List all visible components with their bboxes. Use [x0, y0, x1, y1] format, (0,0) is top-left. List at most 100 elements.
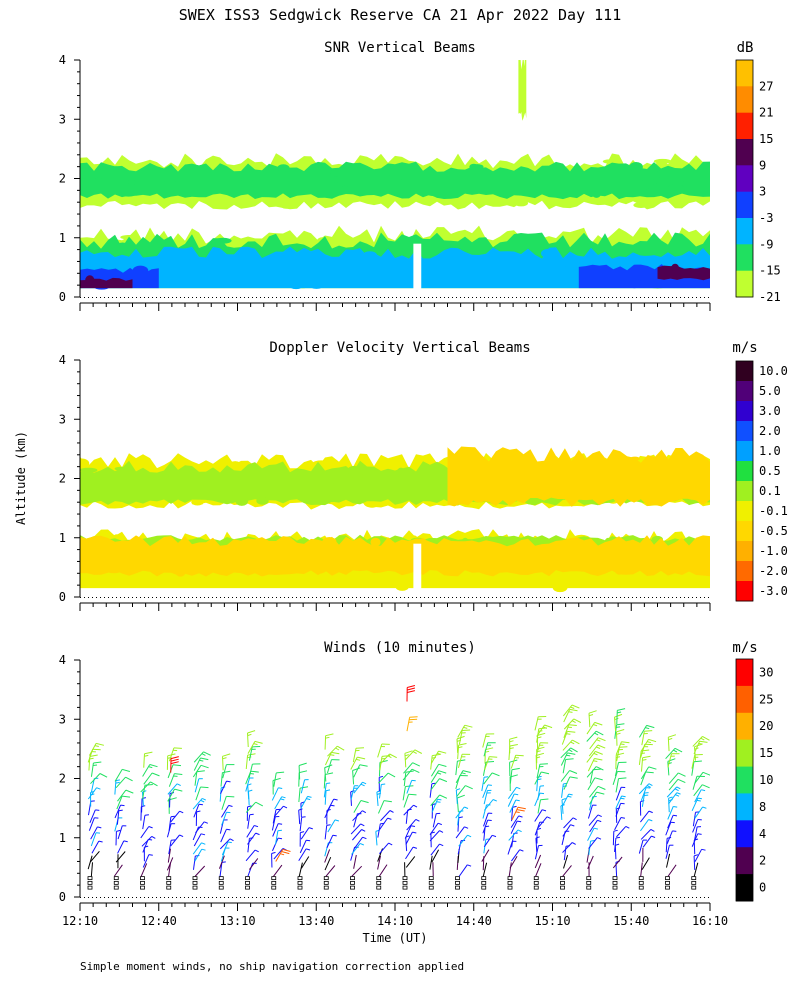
- calm-marker: [350, 880, 355, 885]
- footnote: Simple moment winds, no ship navigation …: [80, 960, 464, 973]
- calm-marker: [560, 885, 565, 890]
- doppler-speckle: [158, 555, 166, 565]
- doppler-speckle: [112, 556, 126, 565]
- barb-staff: [273, 805, 284, 818]
- barb-staff: [534, 771, 542, 785]
- calm-marker: [560, 876, 565, 881]
- wind-barb: [614, 761, 627, 777]
- wind-barb: [694, 848, 706, 862]
- barb-staff: [352, 829, 362, 841]
- snr-speckle: [639, 255, 657, 264]
- barb-feather: [515, 799, 520, 802]
- barb-feather: [467, 864, 472, 867]
- wind-barb: [142, 784, 153, 800]
- barb-feather: [356, 758, 361, 761]
- wind-barb: [458, 864, 472, 877]
- wind-barb: [537, 785, 545, 801]
- barb-feather: [148, 826, 153, 829]
- barb-staff: [324, 842, 329, 857]
- barb-feather: [200, 786, 209, 789]
- doppler-speckle: [426, 485, 436, 494]
- doppler-colorbar-swatch: [736, 501, 753, 522]
- winds-x-tick-label: 13:40: [298, 914, 334, 928]
- wind-barb: [117, 825, 127, 840]
- wind-barb: [616, 729, 625, 746]
- barb-feather: [676, 792, 681, 795]
- barb-feather: [509, 736, 518, 740]
- doppler-speckle: [395, 583, 409, 591]
- wind-barb: [377, 822, 385, 838]
- shared-x-axis-label: Time (UT): [362, 931, 427, 945]
- wind-barb: [300, 827, 313, 840]
- wind-barb: [639, 800, 645, 816]
- barb-feather: [278, 823, 283, 825]
- barb-feather: [515, 811, 520, 813]
- wind-barb: [511, 805, 517, 822]
- wind-barb: [589, 785, 606, 798]
- doppler-colorbar-label: -2.0: [759, 564, 788, 578]
- wind-barb: [274, 829, 282, 845]
- barb-staff: [693, 862, 699, 877]
- winds-colorbar-swatch: [736, 712, 753, 741]
- wind-barb: [616, 746, 628, 762]
- wind-barb: [90, 832, 101, 847]
- wind-barb: [455, 788, 461, 804]
- barb-staff: [589, 769, 594, 784]
- snr-colorbar-label: 3: [759, 185, 766, 199]
- barb-feather: [700, 737, 705, 741]
- wind-barb: [588, 744, 606, 757]
- barb-staff: [640, 771, 647, 786]
- wind-barb: [638, 724, 655, 738]
- barb-staff: [168, 840, 172, 855]
- barb-feather: [570, 741, 575, 745]
- calm-marker: [323, 885, 329, 890]
- barb-staff: [379, 817, 389, 830]
- barb-feather: [439, 830, 444, 833]
- barb-feather: [335, 747, 340, 751]
- wind-barb: [245, 777, 254, 792]
- calm-marker: [297, 880, 303, 885]
- calm-marker: [455, 880, 460, 885]
- snr-speckle: [679, 277, 694, 285]
- wind-barb-strong: [406, 716, 418, 732]
- wind-barb: [429, 855, 433, 870]
- barb-feather: [144, 754, 149, 757]
- barb-staff: [326, 798, 335, 812]
- calm-marker: [376, 880, 382, 885]
- barb-feather: [276, 771, 285, 774]
- barb-staff: [562, 842, 573, 853]
- wind-barb: [587, 855, 594, 869]
- wind-barb: [692, 735, 710, 747]
- barb-feather: [254, 849, 259, 853]
- calm-marker: [455, 876, 460, 881]
- barb-feather: [250, 770, 259, 773]
- barb-staff: [455, 789, 458, 804]
- barb-feather: [651, 835, 656, 838]
- barb-feather: [438, 770, 447, 774]
- wind-barb: [117, 840, 128, 854]
- barb-staff: [350, 823, 362, 835]
- wind-barb: [484, 756, 498, 770]
- barb-staff: [537, 799, 541, 814]
- barb-staff: [220, 772, 223, 787]
- wind-barb: [115, 829, 121, 846]
- barb-staff: [379, 842, 389, 855]
- barb-staff: [665, 838, 668, 853]
- wind-barb: [563, 854, 569, 869]
- barb-staff: [195, 821, 205, 834]
- barb-staff: [402, 786, 406, 801]
- winds-y-tick-label: 1: [59, 831, 66, 845]
- winds-x-tick-label: 16:10: [692, 914, 728, 928]
- doppler-speckle: [80, 467, 98, 473]
- snr-colorbar-label: -9: [759, 237, 773, 251]
- snr-speckle: [116, 242, 130, 253]
- doppler-speckle: [314, 572, 322, 580]
- wind-barb: [510, 820, 522, 834]
- barb-feather: [125, 776, 133, 782]
- barb-feather: [196, 770, 205, 773]
- barb-feather: [566, 754, 571, 757]
- barb-feather: [99, 773, 108, 778]
- wind-barb: [192, 764, 209, 778]
- winds-colorbar-label: 20: [759, 719, 773, 733]
- barb-staff: [300, 827, 310, 840]
